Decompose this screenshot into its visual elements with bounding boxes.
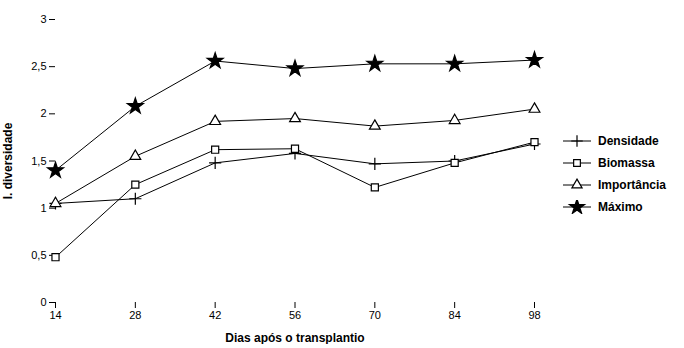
svg-text:I. diversidade: I. diversidade [1, 122, 15, 199]
svg-text:84: 84 [449, 309, 461, 321]
html-text:Biomassa: Biomassa [598, 156, 655, 170]
svg-text:98: 98 [528, 309, 540, 321]
svg-text:28: 28 [129, 309, 141, 321]
html-text:Importância: Importância [598, 178, 666, 192]
svg-text:1: 1 [40, 202, 46, 214]
svg-text:0: 0 [40, 296, 46, 308]
html-text:Máximo: Máximo [598, 200, 643, 214]
svg-text:42: 42 [209, 309, 221, 321]
svg-text:1,5: 1,5 [31, 155, 46, 167]
svg-text:56: 56 [289, 309, 301, 321]
svg-text:0,5: 0,5 [31, 249, 46, 261]
svg-text:2: 2 [40, 107, 46, 119]
html-text:Densidade: Densidade [598, 134, 659, 148]
svg-text:14: 14 [49, 309, 61, 321]
svg-text:Dias após o transplantio: Dias após o transplantio [225, 331, 364, 345]
svg-text:70: 70 [369, 309, 381, 321]
svg-text:3: 3 [40, 13, 46, 25]
svg-text:2,5: 2,5 [31, 60, 46, 72]
